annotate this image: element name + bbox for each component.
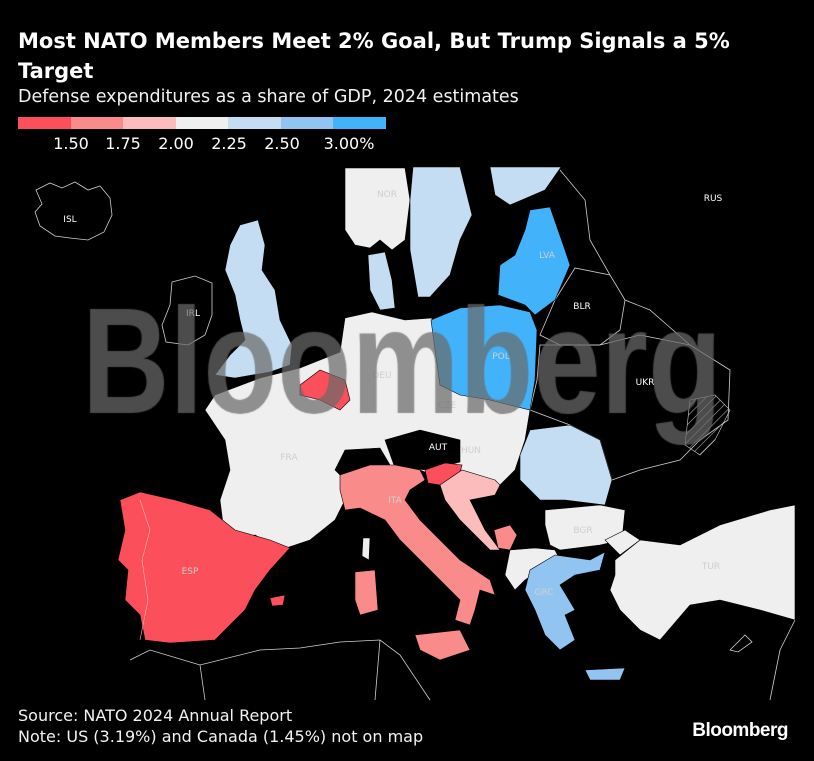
label-isl: ISL [63,215,76,225]
label-tur: TUR [701,562,720,572]
country-nor [344,167,411,251]
country-grc [524,551,606,651]
label-hun: HUN [461,446,481,456]
label-ita: ITA [388,496,402,506]
country-ita-sardinia [354,569,379,616]
label-nor: NOR [377,190,397,200]
label-blr: BLR [573,302,590,312]
label-cze: CZE [438,401,456,411]
country-baltics [497,206,571,316]
russia-outline [559,169,691,346]
label-ukr: UKR [636,378,655,388]
country-esp-balearics [269,594,286,607]
label-lva: LVA [539,251,556,261]
country-gbr [214,219,293,379]
country-grc-crete [584,667,626,681]
label-deu: DEU [372,371,391,381]
label-fra: FRA [280,453,298,463]
levant-outline [729,619,796,701]
label-pol: POL [492,352,510,362]
footnote: Note: US (3.19%) and Canada (1.45%) not … [18,727,424,746]
north-africa-coast [129,639,431,701]
country-fra-corsica [361,537,371,561]
country-mne [493,524,518,551]
label-grc: GRC [534,588,553,598]
bloomberg-logo: Bloomberg [692,720,788,741]
crimea-hatch [684,394,731,456]
source-note: Source: NATO 2024 Annual Report [18,706,293,725]
label-esp: ESP [182,567,199,577]
label-irl: IRL [186,309,200,319]
label-rus: RUS [704,194,723,204]
label-bgr: BGR [573,526,592,536]
footer: Source: NATO 2024 Annual Report Note: US… [18,705,423,747]
country-hrv [439,469,501,551]
country-rou [519,424,613,506]
country-ita-sicily [414,629,471,661]
country-fin [489,166,562,206]
country-tur [609,504,796,641]
label-aut: AUT [429,443,448,453]
country-swe [409,166,473,298]
country-dnk [367,251,396,311]
iceland-outline [34,181,113,241]
